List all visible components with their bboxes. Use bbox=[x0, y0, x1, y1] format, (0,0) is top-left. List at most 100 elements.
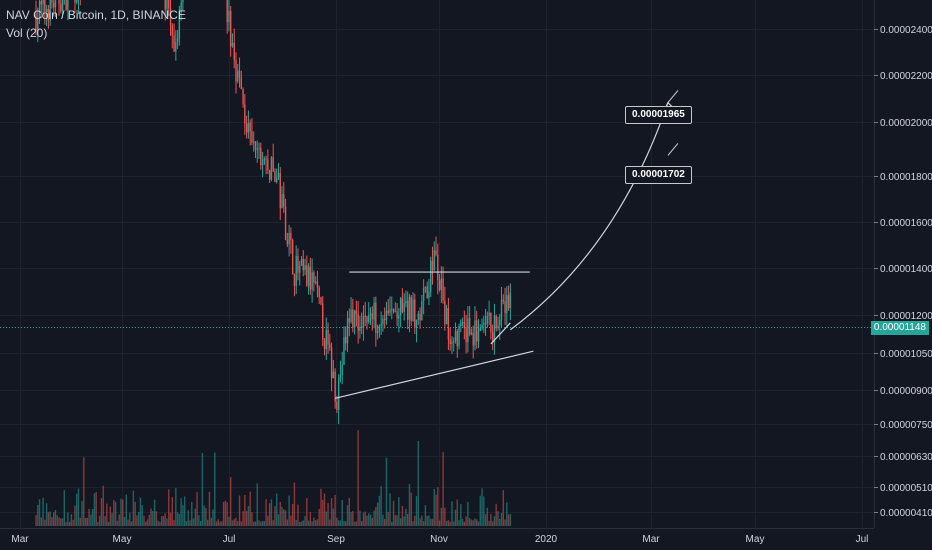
candle-body bbox=[507, 295, 510, 309]
volume-bar bbox=[293, 482, 296, 526]
volume-bar bbox=[93, 493, 96, 526]
volume-bar bbox=[479, 495, 481, 526]
volume-bar bbox=[488, 521, 490, 526]
volume-bar bbox=[414, 515, 416, 526]
volume-bar bbox=[486, 507, 489, 526]
candle-body bbox=[419, 313, 421, 321]
candle-body bbox=[61, 0, 64, 12]
candle-body bbox=[35, 13, 37, 31]
candle-body bbox=[371, 313, 373, 320]
volume-bar bbox=[215, 521, 218, 526]
volume-bar bbox=[155, 511, 158, 526]
candle-body bbox=[265, 158, 267, 160]
candle-body bbox=[350, 309, 352, 323]
volume-bar bbox=[417, 440, 420, 526]
candle-body bbox=[313, 272, 315, 283]
volume-bar bbox=[476, 519, 478, 526]
volume-bar bbox=[111, 512, 113, 526]
candle-body bbox=[509, 292, 512, 309]
candle-body bbox=[373, 302, 375, 320]
candle-body bbox=[399, 298, 402, 316]
volume-bar bbox=[79, 517, 81, 526]
candle-body bbox=[279, 173, 281, 209]
volume-bar bbox=[297, 504, 299, 526]
volume-bar bbox=[83, 457, 85, 526]
volume-bar bbox=[290, 515, 292, 526]
candle-body bbox=[74, 0, 76, 3]
candle-body bbox=[168, 0, 170, 9]
volume-bar bbox=[313, 517, 315, 526]
symbol-title[interactable]: NAV Coin / Bitcoin, 1D, BINANCE bbox=[6, 8, 186, 22]
time-tick-label: Mar bbox=[11, 534, 29, 545]
candle-body bbox=[256, 148, 258, 150]
volume-bar bbox=[348, 497, 350, 526]
candle-body bbox=[238, 70, 241, 78]
volume-bar bbox=[483, 496, 485, 526]
time-tick-label: Mar bbox=[642, 534, 660, 545]
candle-body bbox=[247, 122, 250, 133]
volume-bar bbox=[311, 521, 313, 526]
volume-indicator-label[interactable]: Vol (20) bbox=[6, 26, 48, 40]
volume-bar bbox=[362, 512, 365, 526]
volume-bar bbox=[506, 502, 508, 526]
volume-bar bbox=[230, 477, 232, 526]
volume-bar bbox=[247, 505, 250, 526]
projection-curve bbox=[510, 102, 669, 331]
volume-bar bbox=[419, 518, 421, 526]
candle-body bbox=[327, 329, 329, 345]
candle-body bbox=[47, 9, 50, 21]
volume-bar bbox=[460, 504, 462, 526]
volume-bar bbox=[159, 521, 161, 526]
volume-bar bbox=[171, 497, 173, 526]
volume-bar bbox=[88, 508, 90, 526]
volume-bar bbox=[65, 521, 67, 526]
candle-body bbox=[396, 311, 398, 319]
price-tick-label: 0.00000410 bbox=[880, 508, 932, 519]
price-tick-label: 0.00001800 bbox=[880, 172, 932, 183]
volume-bar bbox=[430, 518, 432, 526]
price-tick-label: 0.00000750 bbox=[880, 420, 932, 431]
candle-body bbox=[311, 272, 313, 290]
volume-bar bbox=[219, 521, 221, 526]
volume-bar bbox=[160, 516, 163, 526]
volume-bar bbox=[405, 508, 407, 526]
volume-bar bbox=[408, 484, 411, 526]
volume-bar bbox=[169, 512, 172, 526]
volume-bar bbox=[330, 498, 333, 526]
candle-body bbox=[465, 327, 467, 343]
candle-body bbox=[253, 141, 255, 143]
volume-bar bbox=[70, 514, 73, 526]
volume-bar bbox=[274, 506, 276, 526]
volume-bar bbox=[428, 515, 430, 526]
candle-body bbox=[468, 318, 471, 335]
volume-bar bbox=[45, 503, 48, 526]
volume-bar bbox=[231, 520, 234, 526]
volume-bar bbox=[132, 490, 135, 526]
candle-body bbox=[332, 371, 335, 379]
volume-bar bbox=[410, 492, 412, 526]
volume-bar bbox=[226, 502, 228, 526]
candle-body bbox=[495, 315, 497, 329]
volume-bar bbox=[137, 512, 140, 526]
volume-bar bbox=[277, 514, 280, 526]
candle-body bbox=[387, 310, 389, 313]
volume-bar bbox=[504, 519, 506, 526]
target-callout-low[interactable]: 0.00001702 bbox=[625, 166, 692, 184]
price-tick-label: 0.00000630 bbox=[880, 452, 932, 463]
volume-bar bbox=[302, 520, 304, 526]
candle-body bbox=[470, 332, 473, 335]
volume-bar bbox=[61, 518, 64, 526]
candle-body bbox=[408, 296, 411, 320]
candle-body bbox=[270, 157, 273, 180]
candle-body bbox=[430, 260, 432, 292]
candle-body bbox=[76, 0, 78, 3]
candle-body bbox=[175, 42, 177, 52]
volume-bar bbox=[268, 503, 271, 526]
volume-bar bbox=[56, 515, 58, 526]
candle-body bbox=[412, 299, 414, 321]
volume-bar bbox=[346, 505, 349, 526]
time-tick-label: Sep bbox=[327, 534, 345, 545]
target-callout-high[interactable]: 0.00001965 bbox=[625, 106, 692, 124]
candle-body bbox=[322, 303, 324, 340]
